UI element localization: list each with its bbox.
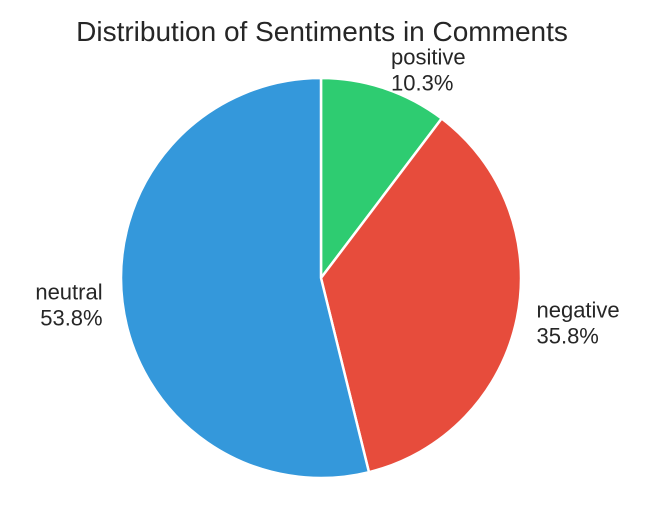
slice-percent-neutral: 53.8% bbox=[40, 306, 102, 331]
slice-label-negative: negative 35.8% bbox=[536, 297, 619, 348]
slice-label-positive: positive 10.3% bbox=[391, 44, 466, 95]
slice-label-neutral: neutral 53.8% bbox=[35, 280, 102, 331]
slice-category-neutral: neutral bbox=[35, 280, 102, 305]
pie-slices bbox=[119, 76, 523, 480]
slice-category-negative: negative bbox=[536, 297, 619, 322]
slice-percent-positive: 10.3% bbox=[391, 70, 453, 95]
slice-category-positive: positive bbox=[391, 44, 466, 69]
pie-labels: positive 10.3% negative 35.8% neutral 53.8% bbox=[35, 44, 619, 348]
pie-slice-positive bbox=[319, 76, 444, 282]
pie-slice-neutral bbox=[119, 76, 371, 480]
chart-title: Distribution of Sentiments in Comments bbox=[76, 16, 568, 47]
slice-percent-negative: 35.8% bbox=[536, 323, 598, 348]
pie-slice-negative bbox=[319, 116, 523, 474]
